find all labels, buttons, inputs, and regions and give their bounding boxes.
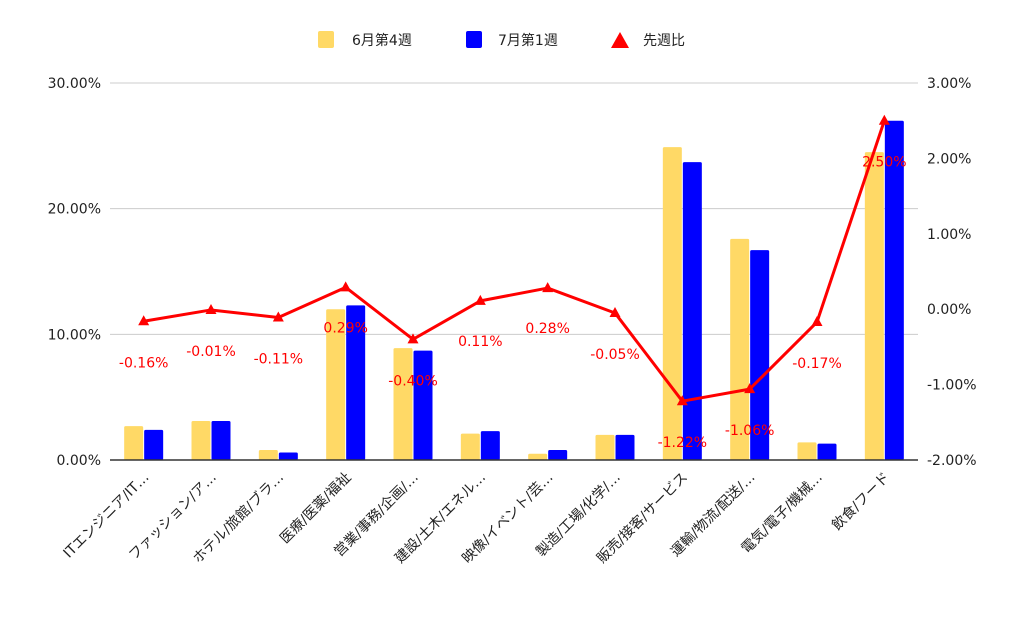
line-point-marker [272, 311, 284, 322]
bar-june-week4 [393, 348, 413, 460]
right-tick-label: 3.00% [927, 76, 971, 92]
bar-july-week1 [211, 421, 231, 460]
category-label: 医療/医薬/福祉 [276, 469, 354, 547]
line-point-marker [138, 315, 150, 326]
bar-june-week4 [258, 449, 278, 460]
left-tick-label: 0.00% [57, 453, 101, 469]
right-tick-label: 2.00% [927, 151, 971, 167]
category-labels: ITエンジニア/IT…ファッション/ア…ホテル/旅館/ブラ…医療/医薬/福祉営業… [61, 469, 894, 567]
data-label: -0.40% [388, 373, 438, 389]
left-tick-label: 10.00% [48, 327, 101, 343]
bar-july-week1 [480, 431, 500, 460]
category-label: 飲食/フード [828, 469, 893, 534]
bar-july-week1 [750, 250, 770, 460]
data-label: 2.50% [862, 155, 906, 171]
bar-june-week4 [662, 147, 682, 460]
line-point-marker [878, 114, 890, 125]
left-tick-label: 30.00% [48, 76, 101, 92]
bar-july-week1 [548, 449, 568, 460]
line-point-marker [340, 281, 352, 292]
line-point-marker [542, 282, 554, 293]
bar-june-week4 [191, 421, 211, 460]
right-tick-label: -1.00% [927, 378, 977, 394]
bar-june-week4 [864, 152, 884, 460]
left-axis-ticks: 0.00% 10.00% 20.00% 30.00% [48, 76, 101, 469]
bar-july-week1 [884, 120, 904, 460]
legend-marker-weekly-change [611, 32, 629, 48]
right-axis-ticks: -2.00% -1.00% 0.00% 1.00% 2.00% 3.00% [927, 76, 977, 469]
bar-july-week1 [278, 452, 298, 460]
data-label: -1.06% [725, 423, 775, 439]
right-tick-label: -2.00% [927, 453, 977, 469]
bars [110, 120, 918, 461]
bar-july-week1 [346, 305, 366, 460]
line-point-marker [676, 395, 688, 406]
right-tick-label: 0.00% [927, 302, 971, 318]
bar-july-week1 [817, 443, 837, 460]
line-point-marker [811, 316, 823, 327]
bar-july-week1 [413, 350, 433, 460]
legend-label-july-week1: 7月第1週 [498, 32, 558, 49]
legend-swatch-june-week4 [318, 31, 334, 48]
data-label: -0.17% [792, 356, 842, 372]
right-tick-label: 1.00% [927, 227, 971, 243]
bar-june-week4 [595, 434, 615, 460]
data-label: 0.29% [323, 320, 367, 336]
weekly-change-polyline [143, 120, 886, 403]
line-point-marker [474, 294, 486, 305]
legend-label-june-week4: 6月第4週 [352, 32, 412, 49]
data-label: -0.05% [590, 347, 640, 363]
gridlines [110, 82, 918, 461]
bar-june-week4 [797, 442, 817, 460]
bar-june-week4 [730, 238, 750, 460]
data-label: -1.22% [658, 435, 708, 451]
bar-june-week4 [326, 309, 346, 460]
data-label: 0.28% [525, 321, 569, 337]
bar-june-week4 [460, 433, 480, 460]
left-tick-label: 20.00% [48, 202, 101, 218]
bar-july-week1 [144, 429, 164, 460]
data-label: -0.01% [186, 344, 236, 360]
bar-june-week4 [124, 426, 144, 460]
line-point-marker [744, 383, 756, 394]
data-label: -0.16% [119, 355, 169, 371]
line-point-marker [205, 303, 217, 314]
bar-june-week4 [528, 453, 548, 460]
data-label: -0.11% [254, 351, 304, 367]
bar-july-week1 [615, 434, 635, 460]
bar-july-week1 [682, 162, 702, 461]
line-point-marker [609, 306, 621, 317]
legend-label-weekly-change: 先週比 [643, 33, 685, 49]
data-labels: -0.16% -0.01% -0.11% 0.29% -0.40% 0.11% 0.28% -… [119, 155, 907, 451]
legend-swatch-july-week1 [466, 31, 482, 48]
legend: 6月第4週 7月第1週 先週比 [318, 31, 685, 49]
weekly-change-line [138, 114, 890, 406]
line-point-marker [407, 333, 419, 344]
data-label: 0.11% [458, 334, 502, 350]
